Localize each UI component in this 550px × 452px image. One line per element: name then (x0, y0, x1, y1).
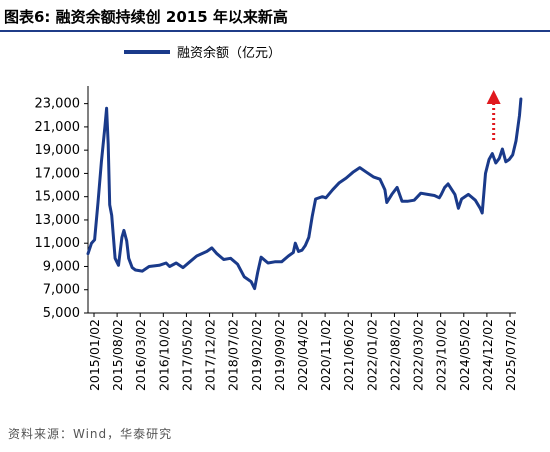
x-tick-label: 2025/07/02 (503, 319, 518, 391)
figure-label: 图表6: (4, 8, 51, 26)
y-tick-label: 23,000 (35, 97, 81, 112)
x-tick-label: 2022/08/02 (387, 319, 402, 391)
x-tick-label: 2015/08/02 (110, 319, 125, 391)
x-tick-label: 2017/12/02 (203, 319, 218, 391)
figure-header: 图表6: 融资余额持续创 2015 年以来新高 (0, 0, 550, 32)
x-tick-label: 2024/05/02 (457, 319, 472, 391)
x-tick-label: 2017/05/02 (179, 319, 194, 391)
x-tick-label: 2021/06/02 (341, 319, 356, 391)
x-tick-label: 2018/07/02 (226, 319, 241, 391)
x-tick-label: 2020/11/02 (318, 319, 333, 391)
x-tick-label: 2019/09/02 (272, 319, 287, 391)
x-tick-label: 2022/03/02 (411, 319, 426, 391)
y-tick-label: 17,000 (35, 166, 81, 181)
annotation-arrow-head (486, 90, 501, 104)
legend-label: 融资余额（亿元） (177, 45, 281, 61)
source-note: 资料来源：Wind，华泰研究 (8, 427, 173, 441)
y-tick-label: 19,000 (35, 143, 81, 158)
y-tick-label: 21,000 (35, 120, 81, 135)
x-tick-label: 2015/01/02 (87, 319, 102, 391)
title-divider (0, 30, 550, 32)
x-tick-label: 2022/01/02 (364, 319, 379, 391)
y-tick-label: 11,000 (35, 236, 81, 251)
y-tick-label: 13,000 (35, 213, 81, 228)
x-tick-label: 2023/10/02 (434, 319, 449, 391)
x-tick-label: 2016/03/02 (133, 319, 148, 391)
x-tick-label: 2024/12/02 (480, 319, 495, 391)
x-tick-label: 2019/02/02 (249, 319, 264, 391)
figure-title-text: 融资余额持续创 2015 年以来新高 (55, 8, 288, 26)
x-tick-label: 2016/10/02 (156, 319, 171, 391)
series-line (86, 97, 523, 291)
y-tick-label: 7,000 (43, 283, 80, 298)
y-tick-label: 9,000 (43, 259, 80, 274)
figure-title: 图表6: 融资余额持续创 2015 年以来新高 (4, 6, 288, 27)
y-tick-label: 5,000 (43, 306, 80, 321)
y-tick-label: 15,000 (35, 190, 81, 205)
x-tick-label: 2020/04/02 (295, 319, 310, 391)
